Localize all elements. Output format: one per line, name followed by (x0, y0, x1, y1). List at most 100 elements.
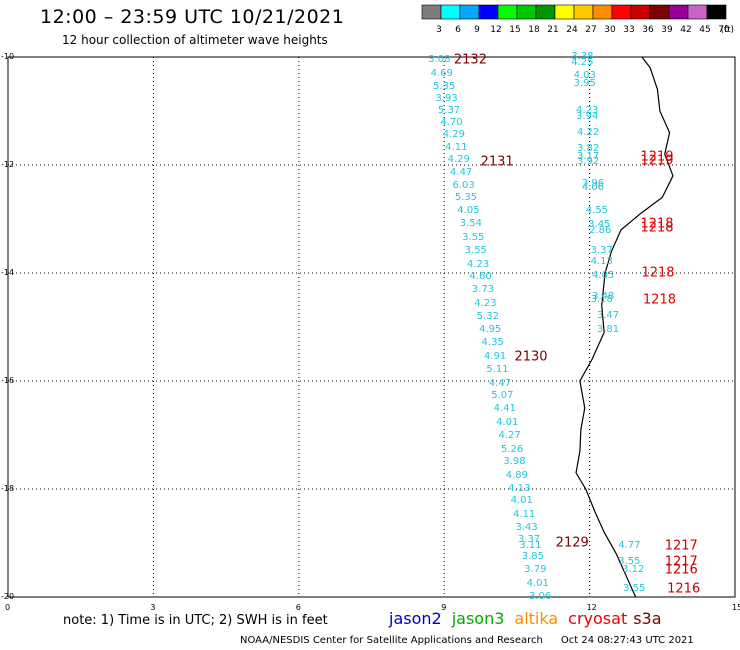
wave-height-reading: 3.81 (596, 323, 620, 335)
wave-height-reading: 3.18 (590, 294, 613, 305)
wave-height-color-scale: 3 6 9 12 15 18 21 24 27 30 33 36 39 42 45 70(ft) (421, 4, 734, 35)
wave-height-reading: 3.55 (618, 555, 641, 567)
wave-height-reading: 4.05 (592, 269, 615, 281)
wave-height-reading: 3.55 (464, 245, 487, 257)
wave-height-reading: 5.32 (476, 311, 499, 323)
wave-height-reading: 4.95 (479, 324, 502, 336)
scale-label: 24 (566, 25, 578, 35)
track-id-label: 1219 (640, 153, 674, 169)
wave-height-reading: 3.96 (581, 177, 605, 189)
wave-height-reading: 4.35 (481, 337, 504, 349)
wave-height-reading: 4.23 (474, 297, 497, 309)
wave-height-reading: 3.11 (519, 539, 542, 551)
scale-label: 21 (547, 25, 558, 35)
scale-unit: (ft) (720, 25, 734, 35)
wave-height-reading: 3.73 (471, 284, 495, 296)
wave-height-reading: 4.11 (445, 141, 468, 153)
scale-label: 42 (680, 25, 691, 35)
wave-height-reading: 4.47 (488, 377, 512, 389)
track-id-label: 1216 (667, 581, 701, 597)
wave-height-reading: 4.60 (469, 271, 492, 283)
track-id-label: 1216 (664, 562, 698, 578)
legend-item-jason3: jason3 (451, 609, 505, 628)
wave-height-reading: 3.43 (515, 521, 538, 533)
longitude-tick-label: 12 (586, 603, 597, 612)
wave-height-reading: 3.12 (622, 564, 645, 575)
wave-height-reading: 5.26 (500, 443, 524, 455)
wave-height-reading: 4.01 (496, 416, 519, 428)
legend-item-altika: altika (514, 609, 559, 628)
legend-item-jason2: jason2 (389, 609, 442, 628)
wave-height-reading: 4.29 (442, 129, 466, 141)
wave-height-reading: 4.29 (447, 153, 470, 165)
legend-item-s3a: s3a (633, 609, 662, 628)
track-id-label: 1217 (664, 554, 698, 570)
wave-height-reading: 2.86 (589, 224, 612, 236)
track-id-label: 1218 (640, 216, 674, 232)
track-id-label: 1217 (664, 538, 698, 554)
scale-label: 30 (604, 25, 616, 35)
wave-height-reading: 3.37 (590, 245, 613, 257)
wave-height-reading: 5.07 (491, 390, 514, 402)
wave-height-reading: 4.01 (510, 495, 533, 507)
scale-label: 6 (455, 25, 461, 35)
scale-label: 27 (585, 25, 596, 35)
track-id-label: 1218 (641, 265, 675, 281)
scale-swatch (706, 4, 727, 20)
wave-height-reading: 3.85 (521, 550, 545, 562)
longitude-tick-label: 0 (5, 603, 11, 612)
scale-label: 12 (490, 25, 501, 35)
track-id-label: 2131 (480, 154, 514, 170)
wave-height-reading: 5.11 (486, 364, 509, 376)
latitude-tick-label: -14 (1, 268, 15, 277)
track-id-label: 1218 (642, 292, 676, 308)
scale-label: 39 (661, 25, 673, 35)
map-frame (7, 56, 736, 598)
page-title: 12:00 – 23:59 UTC 10/21/2021 (40, 6, 345, 28)
wave-height-reading: 4.25 (571, 57, 594, 69)
page-subtitle: 12 hour collection of altimeter wave hei… (62, 33, 328, 47)
wave-height-reading: 3.08 (428, 53, 451, 65)
wave-height-reading: 3.17 (577, 150, 600, 162)
satellite-legend: jason2 jason3 altika cryosat s3a (389, 609, 672, 628)
wave-height-reading: 4.13 (508, 483, 531, 494)
wave-height-reading: 3.45 (588, 219, 611, 231)
wave-height-reading: 3.54 (459, 218, 482, 230)
footnote: note: 1) Time is in UTC; 2) SWH is in fe… (63, 613, 328, 628)
wave-height-reading: 3.94 (576, 111, 599, 123)
wave-height-reading: 3.55 (462, 231, 485, 243)
timestamp: Oct 24 08:27:43 UTC 2021 (560, 635, 694, 646)
longitude-tick-label: 15 (732, 603, 740, 612)
latitude-tick-label: -12 (1, 160, 15, 169)
scale-label: 33 (623, 25, 634, 35)
longitude-tick-label: 6 (295, 603, 301, 612)
scale-label: 3 (436, 25, 442, 35)
wave-height-reading: 4.41 (493, 403, 516, 415)
track-id-label: 2129 (555, 535, 589, 551)
wave-height-reading: 4.22 (577, 126, 600, 138)
wave-height-reading: 3.93 (435, 93, 458, 105)
latitude-tick-label: -16 (1, 376, 15, 385)
track-id-label: 2130 (514, 349, 548, 365)
wave-height-reading: 4.77 (618, 539, 641, 551)
latitude-tick-label: -10 (1, 52, 15, 61)
wave-height-reading: 4.91 (483, 350, 507, 362)
longitude-tick-label: 9 (441, 603, 447, 612)
wave-height-reading: 4.01 (526, 577, 549, 589)
wave-height-reading: 3.37 (517, 534, 541, 546)
wave-height-reading: 3.92 (577, 156, 600, 168)
wave-height-reading: 4.23 (466, 258, 490, 270)
wave-height-reading: 4.03 (573, 69, 596, 81)
latitude-tick-label: -20 (1, 592, 15, 601)
track-id-label: 1219 (640, 149, 674, 165)
scale-label: 45 (699, 25, 710, 35)
wave-height-reading: 4.55 (585, 204, 608, 216)
wave-height-reading: 4.23 (576, 105, 599, 116)
credit-text: NOAA/NESDIS Center for Satellite Applica… (240, 635, 543, 646)
wave-height-reading: 4.89 (505, 469, 529, 481)
scale-label: 36 (642, 25, 654, 35)
wave-height-reading: 3.55 (623, 582, 646, 594)
wave-height-reading: 4.06 (581, 182, 605, 194)
scale-label: 70 (718, 25, 730, 35)
wave-height-reading: 3.06 (529, 591, 552, 602)
